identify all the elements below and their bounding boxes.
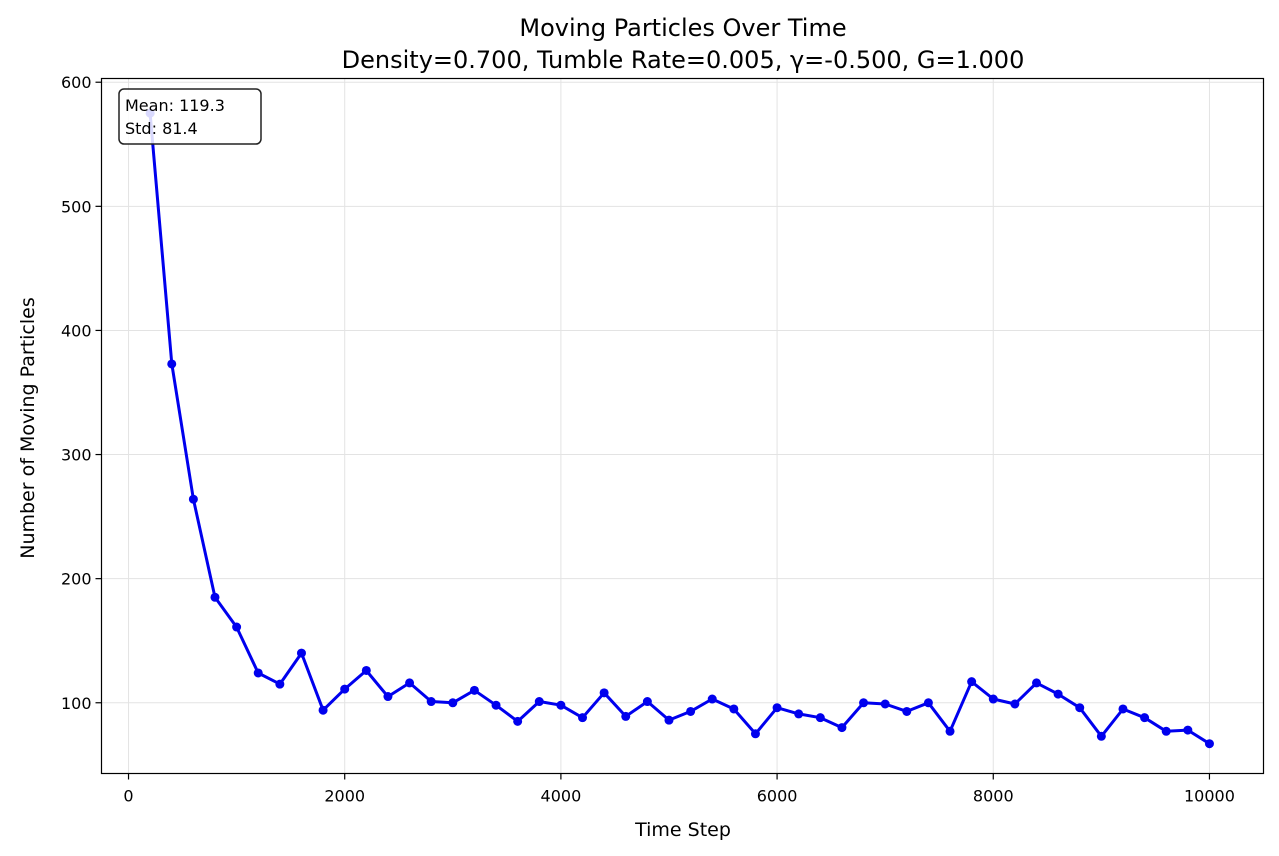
data-point	[491, 700, 501, 710]
data-point	[448, 698, 458, 708]
data-point	[318, 705, 328, 715]
y-tick-label: 200	[61, 570, 92, 589]
data-point	[750, 729, 760, 739]
y-tick-label: 500	[61, 197, 92, 216]
x-tick-label: 4000	[541, 787, 582, 806]
data-point	[275, 679, 285, 689]
data-point	[837, 723, 847, 733]
axis-ticks: 0 2000 4000 6000 8000 10000 100 200 300 400 500 600	[61, 73, 1235, 805]
data-point	[794, 709, 804, 719]
x-tick-label: 8000	[973, 787, 1014, 806]
data-point	[210, 592, 220, 602]
data-point	[967, 677, 977, 687]
data-point	[988, 694, 998, 704]
plot-frame	[100, 77, 1265, 775]
data-point	[1204, 739, 1214, 749]
data-point	[1140, 713, 1150, 723]
data-point	[405, 678, 415, 688]
series-line	[148, 113, 1211, 745]
data-point	[188, 494, 198, 504]
data-point	[361, 665, 371, 675]
data-point	[923, 698, 933, 708]
data-point	[578, 713, 588, 723]
data-point	[599, 688, 609, 698]
data-point	[383, 692, 393, 702]
data-point	[556, 700, 566, 710]
data-point	[945, 726, 955, 736]
y-tick-label: 100	[61, 694, 92, 713]
data-point	[1183, 725, 1193, 735]
data-point	[426, 697, 436, 707]
data-point	[1010, 699, 1020, 709]
data-point	[729, 704, 739, 714]
x-axis-label: Time Step	[634, 819, 731, 841]
data-point	[469, 685, 479, 695]
data-point	[772, 703, 782, 713]
data-point	[880, 699, 890, 709]
data-point	[664, 715, 674, 725]
stats-std: Std: 81.4	[125, 119, 198, 138]
chart-title-line2: Density=0.700, Tumble Rate=0.005, γ=-0.5…	[342, 46, 1025, 74]
chart-title-line1: Moving Particles Over Time	[519, 14, 846, 42]
stats-box: Mean: 119.3 Std: 81.4	[118, 88, 262, 145]
data-point	[621, 711, 631, 721]
data-point	[1053, 689, 1063, 699]
data-point	[340, 684, 350, 694]
stats-mean: Mean: 119.3	[125, 96, 225, 115]
data-point	[902, 706, 912, 716]
x-tick-label: 0	[123, 787, 133, 806]
y-tick-label: 400	[61, 321, 92, 340]
x-tick-label: 2000	[324, 787, 365, 806]
data-point	[167, 359, 177, 369]
data-point	[253, 668, 263, 678]
data-point	[513, 716, 523, 726]
data-point	[232, 622, 242, 632]
data-point	[1118, 704, 1128, 714]
data-point	[534, 697, 544, 707]
data-point	[815, 713, 825, 723]
data-point	[296, 648, 306, 658]
x-tick-label: 10000	[1184, 787, 1235, 806]
data-point	[859, 698, 869, 708]
data-point	[1032, 678, 1042, 688]
data-point	[686, 706, 696, 716]
stats-box-frame	[118, 88, 262, 145]
plot-series	[145, 108, 1214, 749]
y-tick-label: 600	[61, 73, 92, 92]
data-point	[642, 697, 652, 707]
y-tick-label: 300	[61, 446, 92, 465]
data-point	[1096, 731, 1106, 741]
data-point	[707, 694, 717, 704]
data-point	[1161, 726, 1171, 736]
grid-lines	[101, 78, 1264, 774]
y-axis-label: Number of Moving Particles	[17, 297, 39, 559]
data-point	[1075, 703, 1085, 713]
x-tick-label: 6000	[757, 787, 798, 806]
